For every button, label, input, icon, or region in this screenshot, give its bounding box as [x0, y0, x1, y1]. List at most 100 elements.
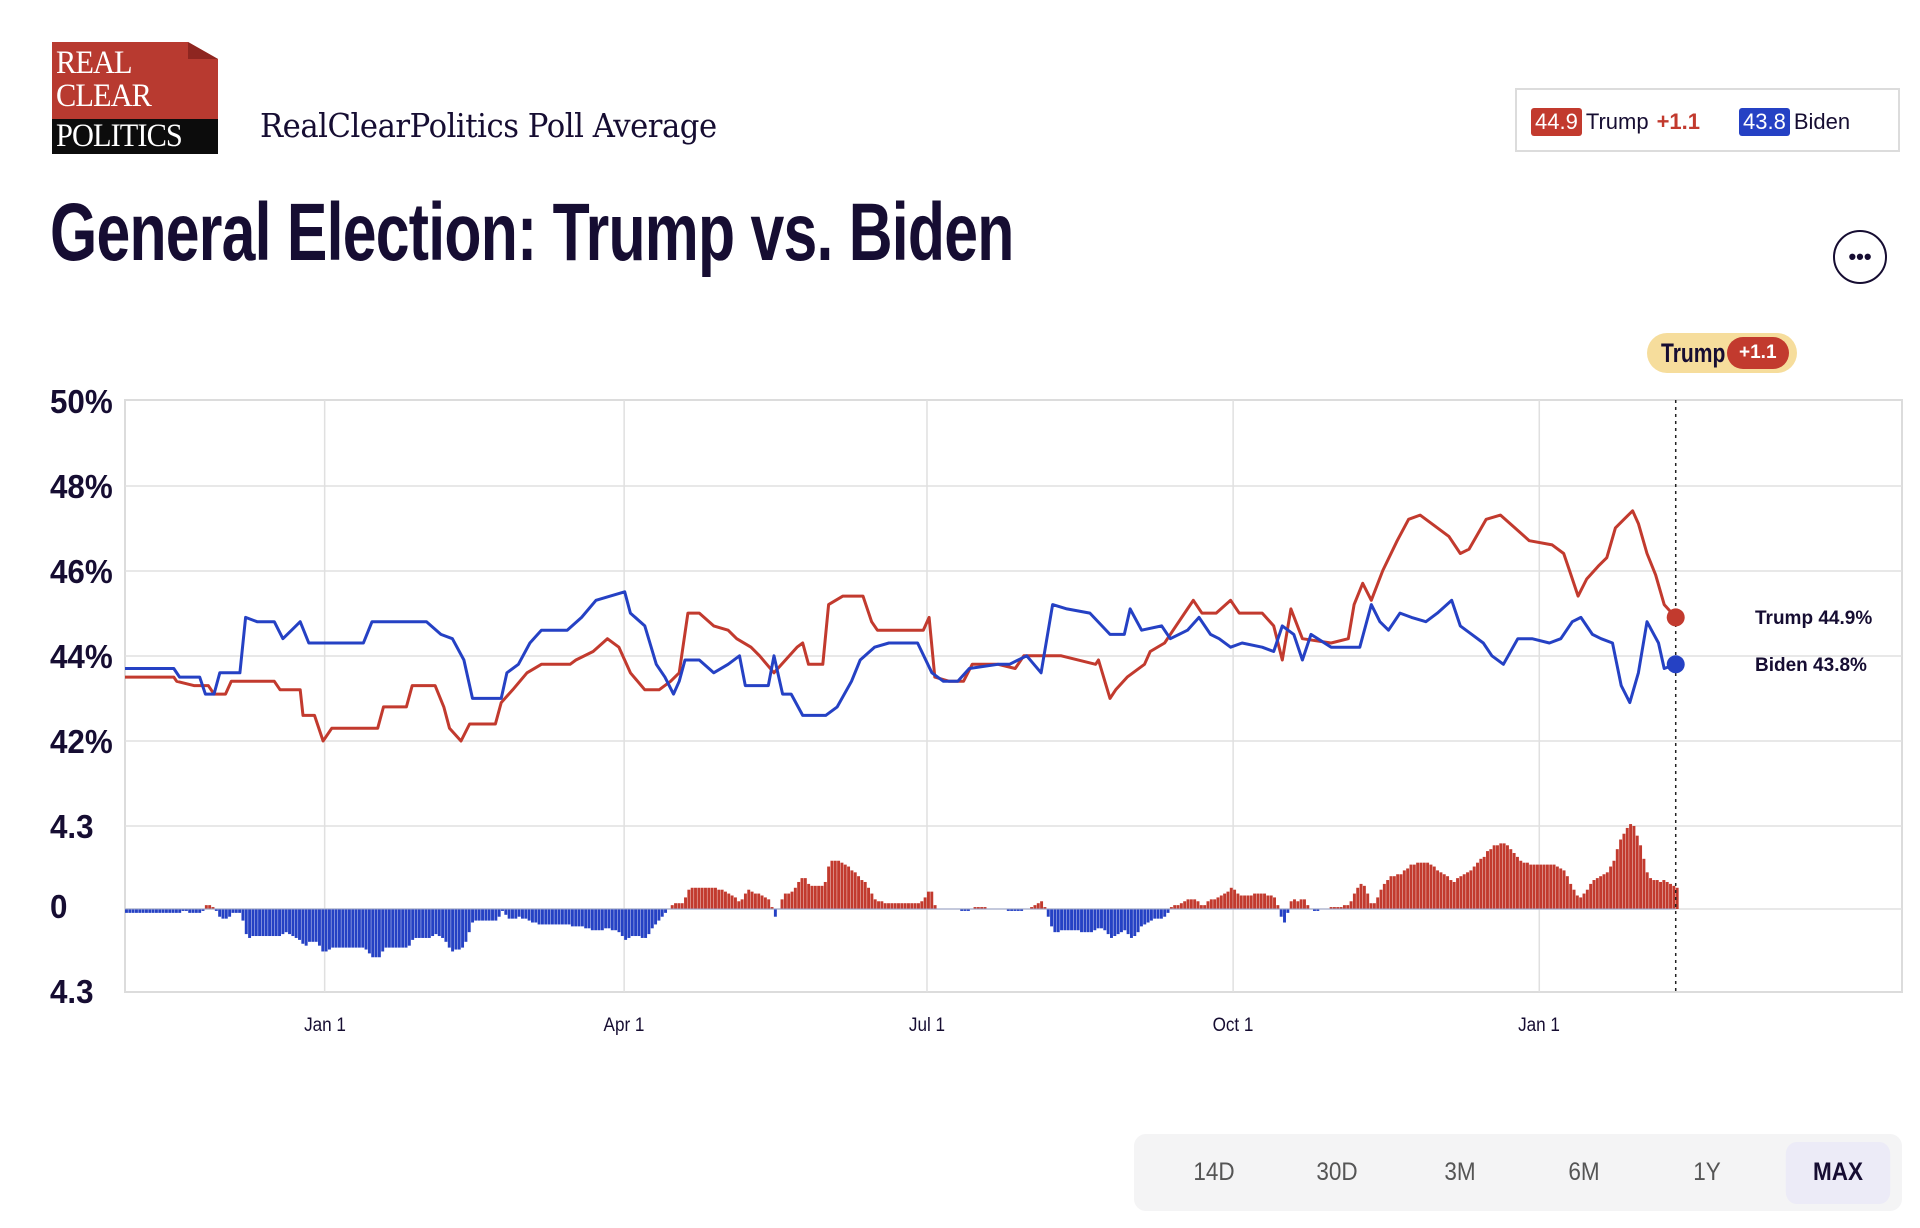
spread-bar: [870, 893, 874, 909]
spread-bar: [421, 909, 425, 938]
spread-bar: [1256, 893, 1260, 909]
logo-text-real: REAL: [56, 45, 133, 81]
spread-bar: [1103, 909, 1107, 931]
rcp-logo[interactable]: REAL CLEAR POLITICS: [52, 42, 218, 154]
range-max-button[interactable]: MAX: [1785, 1141, 1891, 1204]
spread-bar: [1655, 880, 1659, 909]
spread-bar: [141, 909, 145, 913]
spread-bar: [1239, 895, 1243, 909]
spread-bar: [687, 889, 691, 909]
range-3m-button[interactable]: 3M: [1444, 1158, 1476, 1186]
spread-bar: [1346, 905, 1350, 909]
spread-bar: [1659, 881, 1663, 909]
spread-bar: [1409, 864, 1413, 909]
spread-bar: [337, 909, 341, 948]
series-line-biden: [125, 590, 1677, 717]
spread-bar: [980, 907, 984, 909]
range-30d-button[interactable]: 30D: [1316, 1158, 1358, 1186]
spread-bar: [1153, 909, 1157, 919]
spread-bar: [1289, 901, 1293, 909]
spread-bar: [444, 909, 448, 942]
end-marker-trump: [1666, 608, 1685, 627]
spread-bar: [887, 903, 890, 909]
spread-bar: [278, 909, 282, 937]
spread-bar: [238, 909, 242, 913]
spread-bar: [331, 909, 335, 948]
y-tick-label: 50%: [50, 383, 113, 420]
spread-bar: [1535, 864, 1539, 909]
spread-bar: [1649, 878, 1653, 909]
page-title: General Election: Trump vs. Biden: [50, 187, 1014, 278]
spread-bar: [700, 887, 704, 909]
spread-bar: [1086, 909, 1090, 933]
spread-bar: [384, 909, 388, 948]
spread-bar: [367, 909, 371, 954]
spread-bar: [1585, 889, 1589, 909]
range-14d-button[interactable]: 14D: [1193, 1158, 1235, 1186]
spread-bar: [1662, 880, 1666, 909]
spread-bar: [1562, 870, 1566, 909]
spread-bar: [1179, 903, 1183, 909]
spread-bar: [634, 909, 638, 937]
spread-bar: [184, 909, 188, 911]
spread-bar: [1436, 870, 1440, 909]
spread-bar: [750, 891, 754, 909]
spread-bar: [1406, 868, 1410, 909]
spread-bar: [487, 909, 491, 921]
spread-bar: [1053, 909, 1057, 933]
spread-bar: [1602, 874, 1606, 909]
spread-bar: [224, 909, 228, 919]
spread-bar: [1512, 853, 1516, 909]
spread-bar: [677, 903, 681, 909]
spread-bar: [1263, 893, 1267, 909]
spread-bar: [1203, 905, 1207, 909]
spread-bar: [1472, 866, 1476, 909]
spread-bar: [417, 909, 421, 938]
spread-bar: [1139, 909, 1143, 927]
spread-bar: [1525, 862, 1529, 909]
more-options-button[interactable]: •••: [1833, 230, 1887, 284]
spread-bar: [767, 899, 771, 909]
spread-bar: [1542, 864, 1546, 909]
spread-bar: [1113, 909, 1117, 937]
spread-bar: [1549, 864, 1553, 909]
spread-bar: [1389, 876, 1393, 909]
spread-bar: [524, 909, 528, 919]
spread-bar: [554, 909, 558, 925]
spread-bar: [1176, 905, 1180, 909]
spread-bar: [1006, 909, 1010, 911]
range-6m-button[interactable]: 6M: [1567, 1158, 1600, 1186]
spread-bar: [647, 909, 651, 935]
spread-bar: [1589, 883, 1593, 909]
spread-bar: [1100, 909, 1103, 929]
spread-bar: [1352, 893, 1356, 909]
spread-bar: [1416, 862, 1420, 909]
spread-bar: [1359, 883, 1363, 909]
spread-bar: [1532, 864, 1536, 909]
spread-bar: [467, 909, 471, 933]
spread-bar: [1625, 827, 1629, 909]
spread-bar: [720, 889, 724, 909]
spread-bar: [590, 909, 594, 931]
spread-bar: [1645, 872, 1649, 909]
spread-bar: [397, 909, 401, 948]
spread-bar: [1243, 895, 1247, 909]
spread-bar: [171, 909, 175, 913]
spread-bar: [1080, 909, 1083, 933]
spread-bar: [1515, 856, 1519, 909]
spread-bar: [1306, 905, 1310, 909]
spread-bar: [973, 907, 977, 909]
spread-bar: [733, 897, 737, 909]
range-1y-button[interactable]: 1Y: [1692, 1158, 1721, 1186]
spread-bar: [900, 903, 904, 909]
spread-bar: [1070, 909, 1073, 931]
spread-bar: [288, 909, 291, 935]
spread-bar: [1356, 887, 1360, 909]
x-tick-label: Oct 1: [1212, 1015, 1254, 1036]
spread-bar: [1193, 899, 1197, 909]
spread-bar: [1642, 858, 1646, 909]
spread-bar: [843, 864, 847, 909]
spread-bar: [1073, 909, 1077, 931]
trump-value-badge: 44.9: [1531, 108, 1582, 136]
